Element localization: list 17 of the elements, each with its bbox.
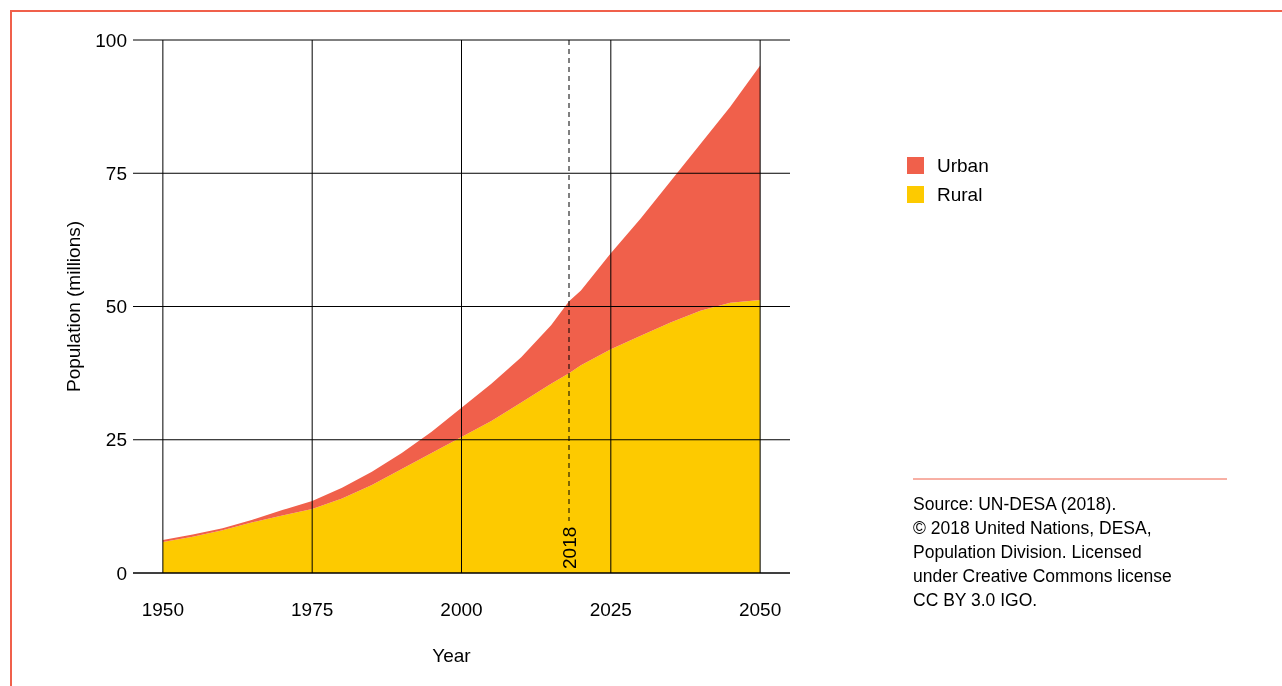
x-tick-label: 2000 bbox=[440, 599, 483, 620]
y-tick-label: 25 bbox=[105, 429, 127, 451]
y-tick-label: 75 bbox=[105, 162, 127, 184]
source-note: Source: UN-DESA (2018). bbox=[913, 494, 1117, 514]
y-axis-title: Population (millions) bbox=[63, 220, 84, 393]
legend-label: Rural bbox=[937, 183, 983, 205]
y-tick-label: 0 bbox=[116, 562, 127, 584]
text: © 2018 United Nations, DESA, Population Division. Licensed under Creative Commons license CC BY 3.0 IGO. bbox=[913, 518, 1172, 610]
x-tick-label: 2050 bbox=[739, 599, 782, 620]
x-tick-label: 2025 bbox=[589, 599, 632, 620]
x-tick-label: 1950 bbox=[141, 599, 184, 620]
legend-label: Urban bbox=[937, 154, 989, 176]
x-tick-label: 1975 bbox=[291, 599, 334, 620]
x-axis-title: Year bbox=[432, 645, 472, 666]
y-tick-label: 100 bbox=[95, 29, 127, 51]
ref-line-label: 2018 bbox=[559, 526, 581, 569]
y-tick-label: 50 bbox=[105, 296, 127, 318]
